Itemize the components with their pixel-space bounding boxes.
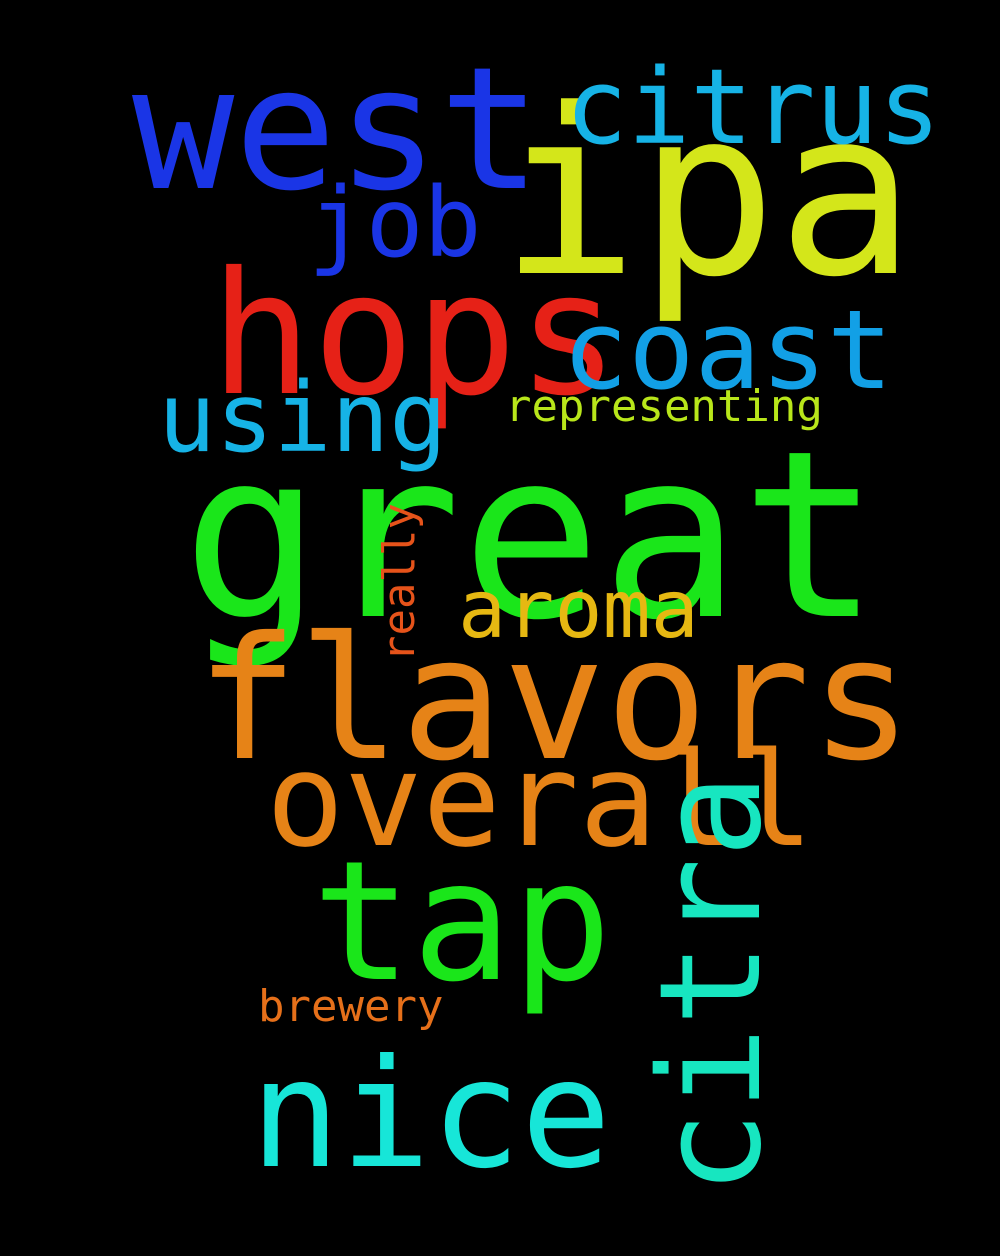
word-ipa: ipa	[500, 61, 916, 328]
word-nice: nice	[250, 1028, 612, 1202]
word-hops: hops	[210, 236, 620, 434]
word-citra: citra	[630, 773, 793, 1195]
word-west: west	[132, 31, 542, 229]
word-using: using	[158, 362, 447, 474]
word-overall: overall	[266, 724, 814, 876]
word-tap: tap	[312, 826, 612, 1019]
word-coast: coast	[562, 286, 894, 414]
word-flavors: flavors	[196, 601, 913, 799]
word-aroma: aroma	[458, 563, 699, 656]
word-citrus: citrus	[565, 46, 941, 168]
word-brewery: brewery	[258, 981, 444, 1032]
word-job: job	[308, 167, 482, 279]
word-great: great	[182, 401, 881, 671]
word-representing: representing	[505, 381, 823, 432]
